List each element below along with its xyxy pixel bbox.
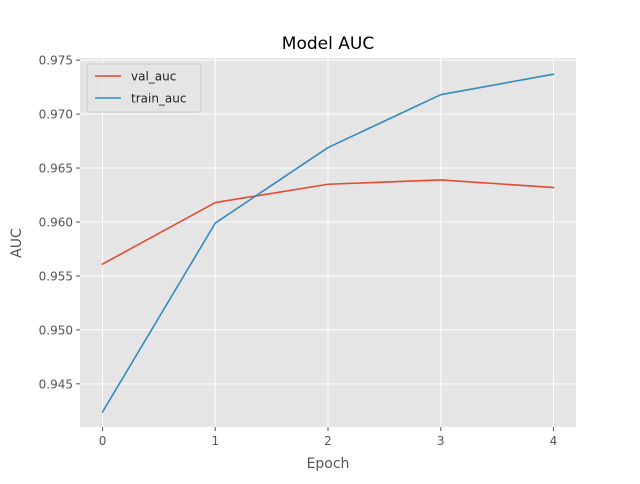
y-axis-ticks: 0.945 0.950 0.955 0.960 0.965 0.970 0.975 [39,54,80,391]
legend: val_auc train_auc [86,63,202,113]
series-line-val-auc [101,179,555,266]
series-line-train-auc [101,73,555,413]
x-axis-label: Epoch [307,456,350,472]
x-tick-label: 3 [437,434,445,448]
y-tick-label: 0.975 [39,54,73,68]
series-lines [101,73,555,413]
y-tick-label: 0.965 [39,162,73,176]
legend-label-train-auc: train_auc [131,92,187,106]
x-axis-ticks: 0 1 2 3 4 [99,427,558,448]
chart-title: Model AUC [282,34,374,54]
x-tick-label: 0 [99,434,107,448]
y-tick-label: 0.960 [39,216,73,230]
x-tick-label: 4 [550,434,558,448]
grid-lines [80,58,576,427]
legend-label-val-auc: val_auc [131,70,176,84]
y-tick-label: 0.970 [39,108,73,122]
y-axis-label: AUC [9,228,25,258]
y-tick-label: 0.955 [39,269,73,283]
y-tick-label: 0.950 [39,323,73,337]
x-tick-label: 1 [211,434,219,448]
y-tick-label: 0.945 [39,377,73,391]
x-tick-label: 2 [324,434,332,448]
